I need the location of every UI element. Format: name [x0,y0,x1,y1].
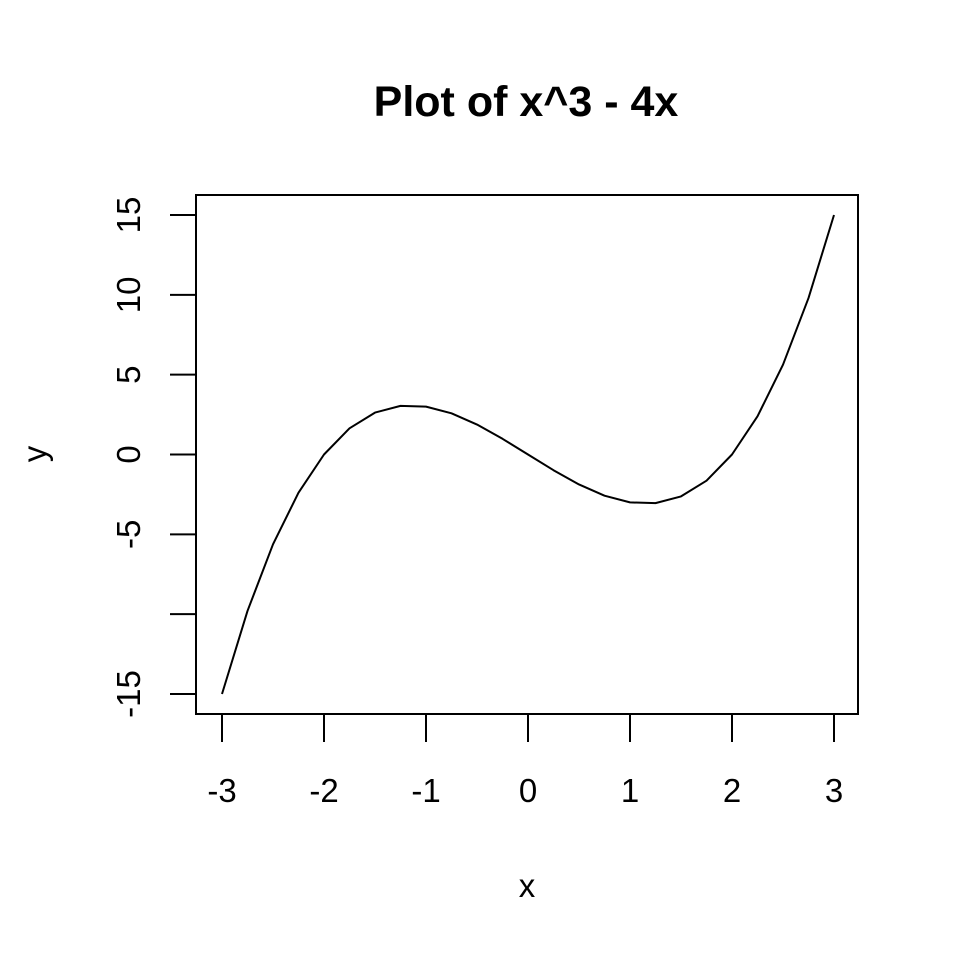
y-axis-title: y [16,445,53,462]
series-line-0 [221,214,835,695]
x-tick-label: -1 [411,772,440,809]
y-tick-label: 5 [110,365,147,383]
x-tick-label: 1 [621,772,639,809]
x-tick-label: 0 [519,772,537,809]
x-axis-title: x [519,867,536,904]
y-tick-label: 0 [110,445,147,463]
x-tick-label: -3 [207,772,236,809]
chart-title: Plot of x^3 - 4x [374,78,679,126]
series-layer [221,214,835,695]
y-tick-label: -5 [110,520,147,549]
y-axis: -15 -5 0 5 10 15 [110,197,197,718]
y-tick-label: 10 [110,276,147,313]
y-tick-label: -15 [110,670,147,718]
y-tick-label: 15 [110,197,147,234]
x-tick-label: 2 [723,772,741,809]
x-tick-label: -2 [309,772,338,809]
x-tick-label: 3 [825,772,843,809]
x-axis: -3 -2 -1 0 1 2 3 [207,713,843,809]
